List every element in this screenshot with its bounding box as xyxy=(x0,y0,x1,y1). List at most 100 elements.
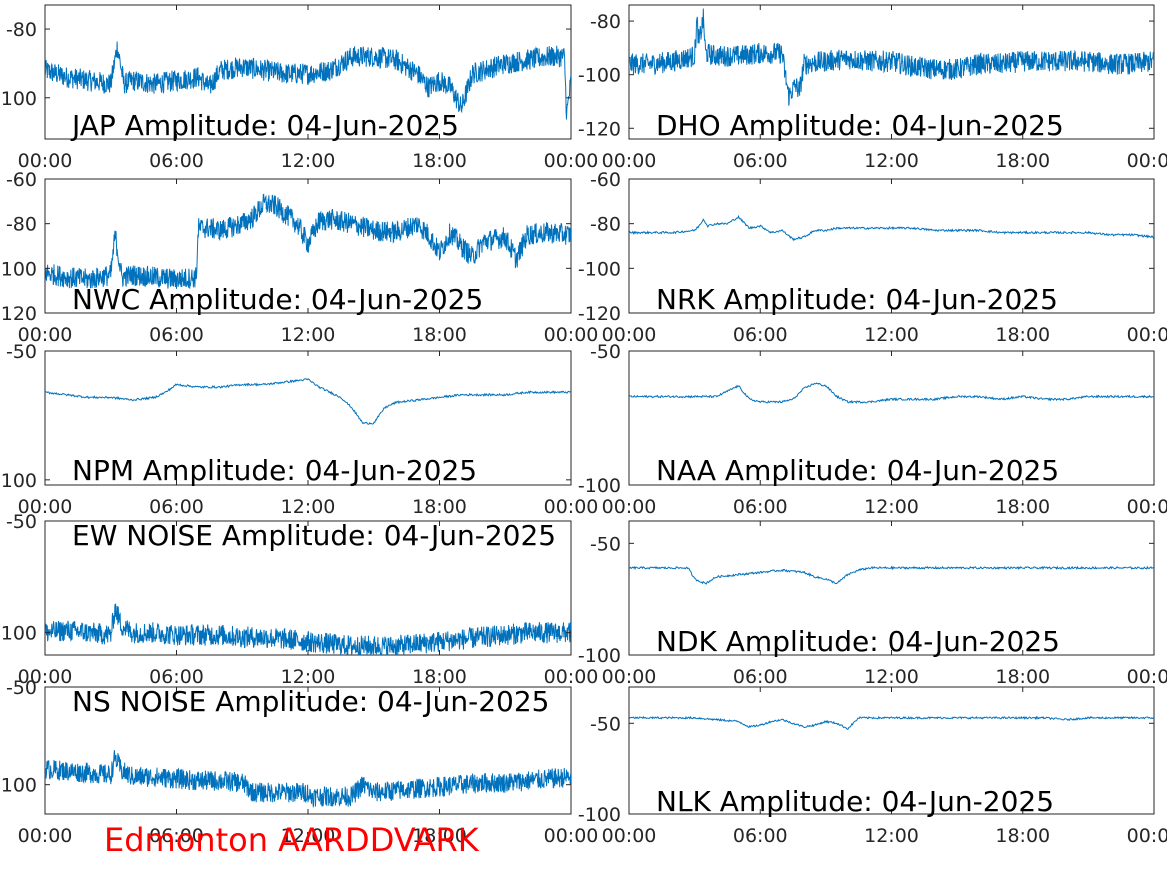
y-tick-label: -50 xyxy=(590,533,621,555)
series-line xyxy=(45,41,571,120)
y-tick-label: 120 xyxy=(1,303,37,325)
series-line xyxy=(629,8,1154,106)
x-tick-label: 00:00 xyxy=(602,496,657,518)
panel-5: 00:00 06:00 12:00 18:00 00:00 -50 100 NPM Ampli… xyxy=(1,341,599,518)
y-tick-label: 100 xyxy=(1,258,37,280)
x-tick-label: 00:00 xyxy=(602,825,657,847)
x-tick-label: 00:00 xyxy=(544,666,599,688)
x-tick-label: 00:00 xyxy=(1127,324,1167,346)
x-tick-label: 00:00 xyxy=(602,666,657,688)
x-tick-label: 18:00 xyxy=(995,324,1050,346)
panel-title: NAA Amplitude: 04-Jun-2025 xyxy=(656,454,1059,487)
y-tick-label: 100 xyxy=(1,88,37,110)
y-tick-label: -80 xyxy=(590,11,621,33)
y-tick-label: -50 xyxy=(6,677,37,699)
panel-title: NWC Amplitude: 04-Jun-2025 xyxy=(72,283,483,316)
x-tick-label: 18:00 xyxy=(412,496,467,518)
x-tick-label: 12:00 xyxy=(281,324,336,346)
panel-title: EW NOISE Amplitude: 04-Jun-2025 xyxy=(72,519,556,552)
plot-area xyxy=(628,686,1155,815)
x-tick-label: 00:00 xyxy=(1127,825,1167,847)
x-tick-label: 18:00 xyxy=(995,666,1050,688)
series-line xyxy=(45,193,571,289)
series-line xyxy=(45,378,571,425)
y-tick-label: -100 xyxy=(578,65,621,87)
x-tick-label: 00:00 xyxy=(18,150,73,172)
x-tick-label: 00:00 xyxy=(602,324,657,346)
panel-title: NDK Amplitude: 04-Jun-2025 xyxy=(656,625,1060,658)
x-tick-label: 18:00 xyxy=(995,496,1050,518)
y-tick-label: -80 xyxy=(6,19,37,41)
x-tick-label: 12:00 xyxy=(281,825,336,847)
y-tick-label: -50 xyxy=(590,713,621,735)
x-tick-label: 00:00 xyxy=(1127,496,1167,518)
x-tick-label: 00:00 xyxy=(1127,666,1167,688)
x-tick-label: 00:00 xyxy=(18,496,73,518)
panel-4: 00:00 06:00 12:00 18:00 00:00 -60 -80 -100 -120 N… xyxy=(578,169,1167,346)
x-tick-label: 06:00 xyxy=(733,324,788,346)
x-tick-label: 00:00 xyxy=(18,666,73,688)
x-tick-label: 00:00 xyxy=(602,150,657,172)
y-tick-label: -50 xyxy=(6,511,37,533)
panel-title: NRK Amplitude: 04-Jun-2025 xyxy=(656,283,1058,316)
y-tick-label: 100 xyxy=(1,623,37,645)
panel-6: 00:00 06:00 12:00 18:00 00:00 -50 -100 NAA Ampl… xyxy=(578,341,1167,518)
x-tick-label: 12:00 xyxy=(864,324,919,346)
x-tick-label: 06:00 xyxy=(149,825,204,847)
x-tick-label: 12:00 xyxy=(281,150,336,172)
x-tick-label: 06:00 xyxy=(733,666,788,688)
x-tick-label: 12:00 xyxy=(864,150,919,172)
y-tick-label: -60 xyxy=(590,169,621,191)
panel-9: 00:00 06:00 12:00 18:00 00:00 -50 100 NS NOISE … xyxy=(1,677,599,847)
series-line xyxy=(45,750,571,809)
x-tick-label: 06:00 xyxy=(149,496,204,518)
y-tick-label: -60 xyxy=(6,169,37,191)
series-line xyxy=(629,382,1154,404)
y-tick-label: -120 xyxy=(578,303,621,325)
x-tick-label: 18:00 xyxy=(412,324,467,346)
x-tick-label: 18:00 xyxy=(995,150,1050,172)
y-tick-label: -120 xyxy=(578,118,621,140)
y-tick-label: -80 xyxy=(6,214,37,236)
x-tick-label: 18:00 xyxy=(412,825,467,847)
x-tick-label: 12:00 xyxy=(864,496,919,518)
y-tick-label: -80 xyxy=(590,214,621,236)
panel-title: DHO Amplitude: 04-Jun-2025 xyxy=(656,109,1064,142)
plot-area xyxy=(628,178,1155,314)
panel-8: 00:00 06:00 12:00 18:00 00:00 -50 -100 NDK Ampl… xyxy=(578,520,1167,688)
x-tick-label: 12:00 xyxy=(864,666,919,688)
panel-7: 00:00 06:00 12:00 18:00 00:00 -50 100 EW NOISE … xyxy=(1,511,599,688)
plot-area xyxy=(44,350,572,486)
series-line xyxy=(629,565,1154,585)
x-tick-label: 12:00 xyxy=(281,496,336,518)
plot-area xyxy=(628,520,1155,656)
x-tick-label: 00:00 xyxy=(544,825,599,847)
x-tick-label: 18:00 xyxy=(995,825,1050,847)
panel-title: NS NOISE Amplitude: 04-Jun-2025 xyxy=(72,685,549,718)
footer-label: Edmonton AARDDVARK xyxy=(104,821,479,859)
x-tick-label: 00:00 xyxy=(544,324,599,346)
series-line xyxy=(629,715,1154,730)
series-line xyxy=(45,603,571,655)
x-tick-label: 00:00 xyxy=(18,324,73,346)
x-tick-label: 12:00 xyxy=(281,666,336,688)
panel-3: 00:00 06:00 12:00 18:00 00:00 -60 -80 100 120 NWC… xyxy=(1,169,599,346)
x-tick-label: 06:00 xyxy=(149,150,204,172)
plot-area xyxy=(628,4,1155,140)
x-tick-label: 06:00 xyxy=(733,825,788,847)
plot-area xyxy=(44,4,572,140)
x-tick-label: 06:00 xyxy=(149,324,204,346)
x-tick-label: 12:00 xyxy=(864,825,919,847)
x-tick-label: 06:00 xyxy=(733,150,788,172)
x-tick-label: 18:00 xyxy=(412,150,467,172)
x-tick-label: 18:00 xyxy=(412,666,467,688)
x-tick-label: 00:00 xyxy=(18,825,73,847)
y-tick-label: 100 xyxy=(1,775,37,797)
panel-10: 00:00 06:00 12:00 18:00 00:00 -50 -100 NLK Ampl… xyxy=(578,686,1167,847)
panel-title: NLK Amplitude: 04-Jun-2025 xyxy=(656,785,1054,818)
y-tick-label: -100 xyxy=(578,645,621,667)
panel-title: NPM Amplitude: 04-Jun-2025 xyxy=(72,454,477,487)
x-tick-label: 00:00 xyxy=(544,496,599,518)
x-tick-label: 06:00 xyxy=(149,666,204,688)
